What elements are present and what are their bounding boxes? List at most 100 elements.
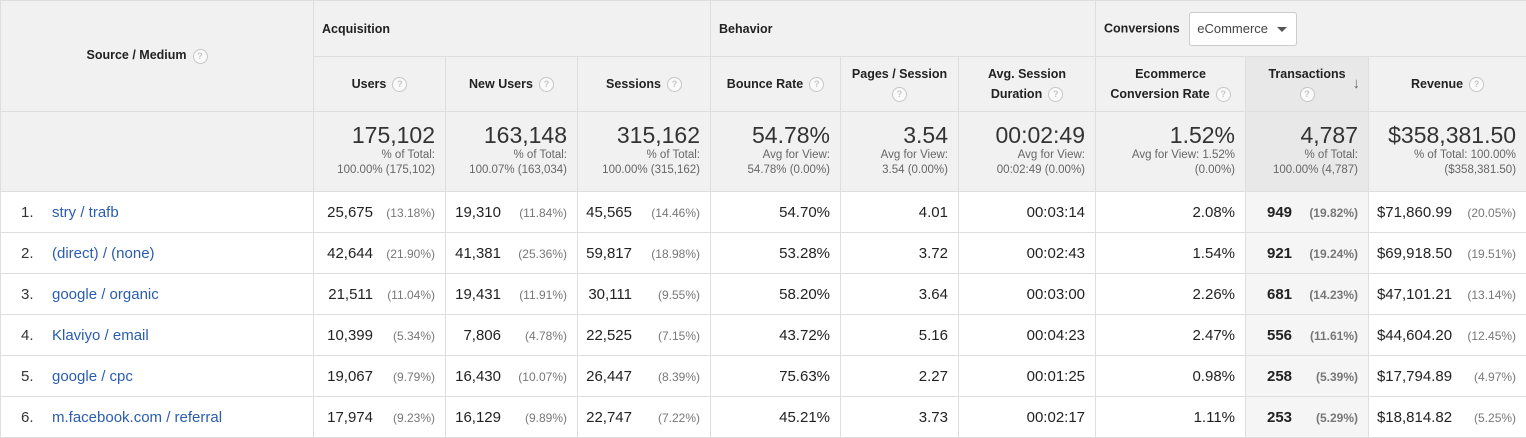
table-row: 3.google / organic 21,511 (11.04%) 19,431… [1,274,1526,315]
avg-session-duration-cell: 00:02:43 [959,233,1096,274]
source-link[interactable]: m.facebook.com / referral [52,409,222,426]
cell-value: 19,431 [455,286,501,303]
total-sub: 100.00% (4,787) [1246,163,1358,178]
source-link[interactable]: google / cpc [52,368,133,385]
help-icon[interactable]: ? [1048,87,1063,102]
cell-value: 2.47% [1192,327,1235,344]
cell-pct: (19.82%) [1296,206,1358,220]
source-medium-header[interactable]: Source / Medium? [1,1,314,112]
source-cell: 4.Klaviyo / email [1,315,314,356]
total-value: 163,148 [446,122,567,148]
cell-value: 19,067 [327,368,373,385]
acquisition-label: Acquisition [322,22,390,36]
help-icon[interactable]: ? [539,77,554,92]
cell-value: 00:02:43 [1027,245,1085,262]
help-icon[interactable]: ? [892,87,907,102]
cell-pct: (5.29%) [1296,411,1358,425]
cell-value: $71,860.99 [1377,204,1452,221]
col-label-users: Users [352,77,387,91]
sessions-cell: 59,817(18.98%) [578,233,711,274]
totals-label-cell [1,112,314,192]
cell-value: 42,644 [327,245,373,262]
cell-value: 19,310 [455,204,501,221]
transactions-cell: 949(19.82%) [1246,192,1369,233]
cell-value: 0.98% [1192,368,1235,385]
help-icon[interactable]: ? [392,77,407,92]
ecommerce-conversion-rate-cell: 0.98% [1096,356,1246,397]
cell-value: 21,511 [328,286,373,303]
col-header-sessions[interactable]: Sessions? [578,57,711,112]
help-icon[interactable]: ? [809,77,824,92]
cell-pct: (25.36%) [505,247,567,261]
sessions-cell: 30,111(9.55%) [578,274,711,315]
conversions-label: Conversions [1104,21,1180,35]
cell-pct: (11.04%) [377,288,435,302]
source-link[interactable]: stry / trafb [52,204,119,221]
cell-pct: (13.18%) [377,206,435,220]
col-header-bounce-rate[interactable]: Bounce Rate? [711,57,841,112]
total-sessions: 315,162% of Total:100.00% (315,162) [578,112,711,192]
cell-value: 26,447 [586,368,632,385]
pages-per-session-cell: 2.27 [841,356,959,397]
totals-row: 175,102% of Total:100.00% (175,102) 163,… [1,112,1526,192]
source-link[interactable]: (direct) / (none) [52,245,155,262]
revenue-cell: $44,604.20(12.45%) [1369,315,1526,356]
cell-value: 10,399 [327,327,373,344]
new-users-cell: 19,310(11.84%) [446,192,578,233]
cell-value: $69,918.50 [1377,245,1452,262]
sort-descending-icon[interactable]: ↓ [1353,74,1361,94]
cell-pct: (7.15%) [636,329,700,343]
total-sub: Avg for View: [711,148,830,163]
bounce-rate-cell: 45.21% [711,397,841,438]
pages-per-session-cell: 5.16 [841,315,959,356]
help-icon[interactable]: ? [1216,87,1231,102]
total-sub: Avg for View: 1.52% [1096,148,1235,163]
help-icon[interactable]: ? [667,77,682,92]
new-users-cell: 16,129(9.89%) [446,397,578,438]
bounce-rate-cell: 43.72% [711,315,841,356]
cell-pct: (9.89%) [505,411,567,425]
col-header-users[interactable]: Users? [314,57,446,112]
help-icon[interactable]: ? [193,49,208,64]
help-icon[interactable]: ? [1300,87,1315,102]
cell-value: 16,430 [455,368,501,385]
help-icon[interactable]: ? [1469,77,1484,92]
new-users-cell: 16,430(10.07%) [446,356,578,397]
new-users-cell: 19,431(11.91%) [446,274,578,315]
source-cell: 5.google / cpc [1,356,314,397]
revenue-cell: $47,101.21(13.14%) [1369,274,1526,315]
total-sub: (0.00%) [1096,163,1235,178]
cell-value: 4.01 [919,204,948,221]
source-link[interactable]: google / organic [52,286,159,303]
col-header-pages-per-session[interactable]: Pages / Session? [841,57,959,112]
cell-pct: (5.39%) [1296,370,1358,384]
table-row: 6.m.facebook.com / referral 17,974(9.23%… [1,397,1526,438]
col-header-new-users[interactable]: New Users? [446,57,578,112]
row-number: 3. [21,286,52,303]
col-label-transactions: Transactions [1268,67,1345,81]
source-link[interactable]: Klaviyo / email [52,327,149,344]
total-value: 00:02:49 [959,122,1085,148]
col-header-transactions[interactable]: Transactions? ↓ [1246,57,1369,112]
cell-value: 2.08% [1192,204,1235,221]
total-value: $358,381.50 [1369,122,1516,148]
total-bounce-rate: 54.78%Avg for View:54.78% (0.00%) [711,112,841,192]
total-value: 54.78% [711,122,830,148]
sessions-cell: 22,525(7.15%) [578,315,711,356]
users-cell: 10,399(5.34%) [314,315,446,356]
conversions-dropdown[interactable]: eCommerce [1189,12,1297,46]
revenue-cell: $17,794.89(4.97%) [1369,356,1526,397]
cell-pct: (19.24%) [1296,247,1358,261]
cell-value: 3.73 [919,409,948,426]
total-sub: Avg for View: [841,148,948,163]
cell-value: 00:02:17 [1027,409,1085,426]
total-sub: ($358,381.50) [1369,163,1516,178]
users-cell: 21,511 (11.04%) [314,274,446,315]
cell-value: 5.16 [919,327,948,344]
col-label-sessions: Sessions [606,77,661,91]
col-header-revenue[interactable]: Revenue? [1369,57,1526,112]
pages-per-session-cell: 3.64 [841,274,959,315]
total-sub: 54.78% (0.00%) [711,163,830,178]
